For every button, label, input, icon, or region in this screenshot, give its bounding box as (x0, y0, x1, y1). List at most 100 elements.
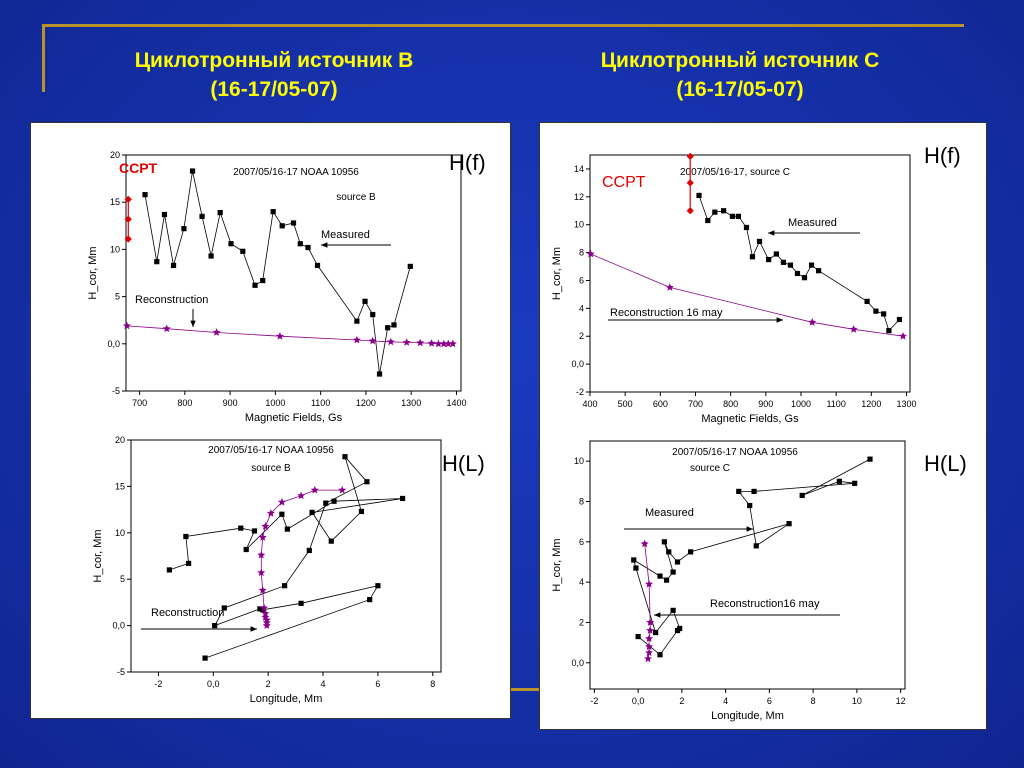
data-point-measured (238, 525, 244, 531)
y-tick-label: 6 (579, 537, 584, 547)
data-point-reconstruction (262, 621, 271, 629)
annotation-arrowhead (250, 626, 257, 632)
data-point-measured (252, 282, 258, 288)
chart-title: 2007/05/16-17 NOAA 10956 (233, 167, 359, 178)
annotation-label: Reconstruction16 may (710, 598, 820, 610)
y-tick-label: 14 (574, 164, 584, 174)
x-tick-label: 400 (582, 399, 597, 409)
annotation-label: Measured (645, 507, 694, 519)
x-tick-label: 1200 (861, 399, 881, 409)
data-point-measured (260, 277, 266, 284)
data-point-measured (635, 633, 641, 640)
label-c-hl: H(L) (924, 451, 967, 476)
x-tick-label: 800 (177, 398, 192, 408)
x-tick-label: 12 (896, 696, 906, 706)
data-point-measured (657, 573, 663, 579)
chart-title: 2007/05/16-17, source C (680, 167, 790, 178)
data-point-measured (364, 479, 370, 485)
data-point-measured (631, 557, 637, 563)
data-point-measured (161, 211, 168, 218)
data-point-reconstruction (849, 325, 858, 333)
data-point-measured (221, 605, 227, 611)
data-point-measured (799, 492, 805, 499)
annotation-arrowhead (768, 230, 775, 236)
label-c-hf: H(f) (924, 143, 961, 168)
y-tick-label: 10 (574, 220, 584, 230)
x-tick-label: 600 (653, 399, 668, 409)
data-point-measured (391, 322, 397, 328)
x-tick-label: 8 (811, 696, 816, 706)
data-point-measured (217, 209, 223, 216)
data-point-measured (290, 220, 297, 226)
y-tick-label: -5 (112, 386, 120, 396)
annotation-arrowhead (654, 612, 661, 618)
data-point-measured (721, 208, 727, 214)
data-point-reconstruction (258, 533, 267, 541)
data-point-ccpt (686, 179, 694, 187)
x-tick-label: -2 (154, 679, 162, 689)
x-tick-label: 900 (223, 398, 238, 408)
data-point-measured (297, 241, 303, 247)
x-tick-label: 1200 (356, 398, 376, 408)
y-tick-label: 6 (579, 275, 584, 285)
x-tick-label: 1300 (401, 398, 421, 408)
y-tick-label: 15 (115, 481, 125, 491)
y-tick-label: 2 (579, 331, 584, 341)
data-point-reconstruction (640, 539, 649, 548)
data-point-reconstruction (665, 283, 674, 291)
data-point-measured (306, 547, 312, 554)
data-point-reconstruction (644, 654, 652, 663)
data-point-measured (170, 262, 177, 269)
panel-source-b: 700 800 900 1000 1100 1200 1300 1400 -5 0,0 5 10 15 2… (30, 122, 511, 719)
x-tick-label: 4 (723, 696, 728, 706)
data-point-reconstruction (277, 498, 286, 506)
data-point-measured (228, 241, 234, 247)
chart-source-c-hf: 400 500 600 700 800 900 1000 1100 1200 1300 -2 0,0 2… (551, 152, 916, 425)
accent-line-top (42, 24, 964, 27)
data-point-measured (747, 502, 753, 509)
data-point-measured (815, 268, 822, 274)
y-tick-label: 0,0 (107, 339, 120, 349)
chart-subtitle: source C (690, 463, 730, 474)
data-point-measured (279, 511, 285, 517)
label-b-hl: H(L) (442, 451, 485, 476)
data-point-measured (864, 298, 870, 304)
data-point-measured (399, 495, 406, 502)
y-tick-label: 12 (574, 192, 584, 202)
x-tick-label: 900 (758, 399, 773, 409)
x-tick-label: 1100 (311, 398, 330, 408)
y-tick-label: -2 (576, 387, 584, 397)
data-point-measured (896, 316, 903, 323)
x-axis-label: Longitude, Mm (711, 710, 784, 722)
data-point-measured (670, 569, 676, 575)
data-point-reconstruction (646, 626, 655, 634)
chart-source-b-hf: 700 800 900 1000 1100 1200 1300 1400 -5 0,0 5 10 15 2… (87, 150, 466, 424)
data-point-measured (852, 480, 858, 486)
y-tick-label: 20 (110, 150, 120, 160)
y-tick-label: 4 (579, 303, 584, 313)
chart-source-b-hl: -2 0,0 2 4 6 8 -5 0,0 5 10 15 20 Longitude, Mm H_cor,… (92, 435, 442, 705)
data-point-reconstruction (448, 339, 457, 348)
chart-title: 2007/05/16-17 NOAA 10956 (208, 445, 334, 456)
x-tick-label: 700 (132, 398, 147, 408)
data-point-measured (787, 262, 794, 268)
data-point-measured (212, 623, 218, 629)
left-title-line2: (16-17/05-07) (210, 78, 338, 101)
data-point-measured (270, 209, 276, 215)
right-title: Циклотронный источник С (16-17/05-07) (520, 46, 960, 104)
right-title-line1: Циклотронный источник С (600, 49, 880, 72)
data-point-reconstruction (646, 618, 655, 626)
x-tick-label: -2 (590, 696, 598, 706)
data-point-measured (407, 263, 413, 269)
data-point-measured (181, 226, 187, 232)
data-point-reconstruction (122, 321, 131, 330)
data-point-measured (801, 275, 808, 281)
y-axis-label: H_cor, Mm (551, 247, 563, 300)
data-point-measured (729, 213, 736, 219)
x-tick-label: 800 (723, 399, 738, 409)
y-tick-label: 0,0 (571, 359, 584, 369)
x-axis-label: Magnetic Fields, Gs (701, 413, 799, 425)
data-point-measured (881, 311, 887, 317)
x-tick-label: 0,0 (632, 696, 645, 706)
y-tick-label: 10 (110, 244, 120, 254)
